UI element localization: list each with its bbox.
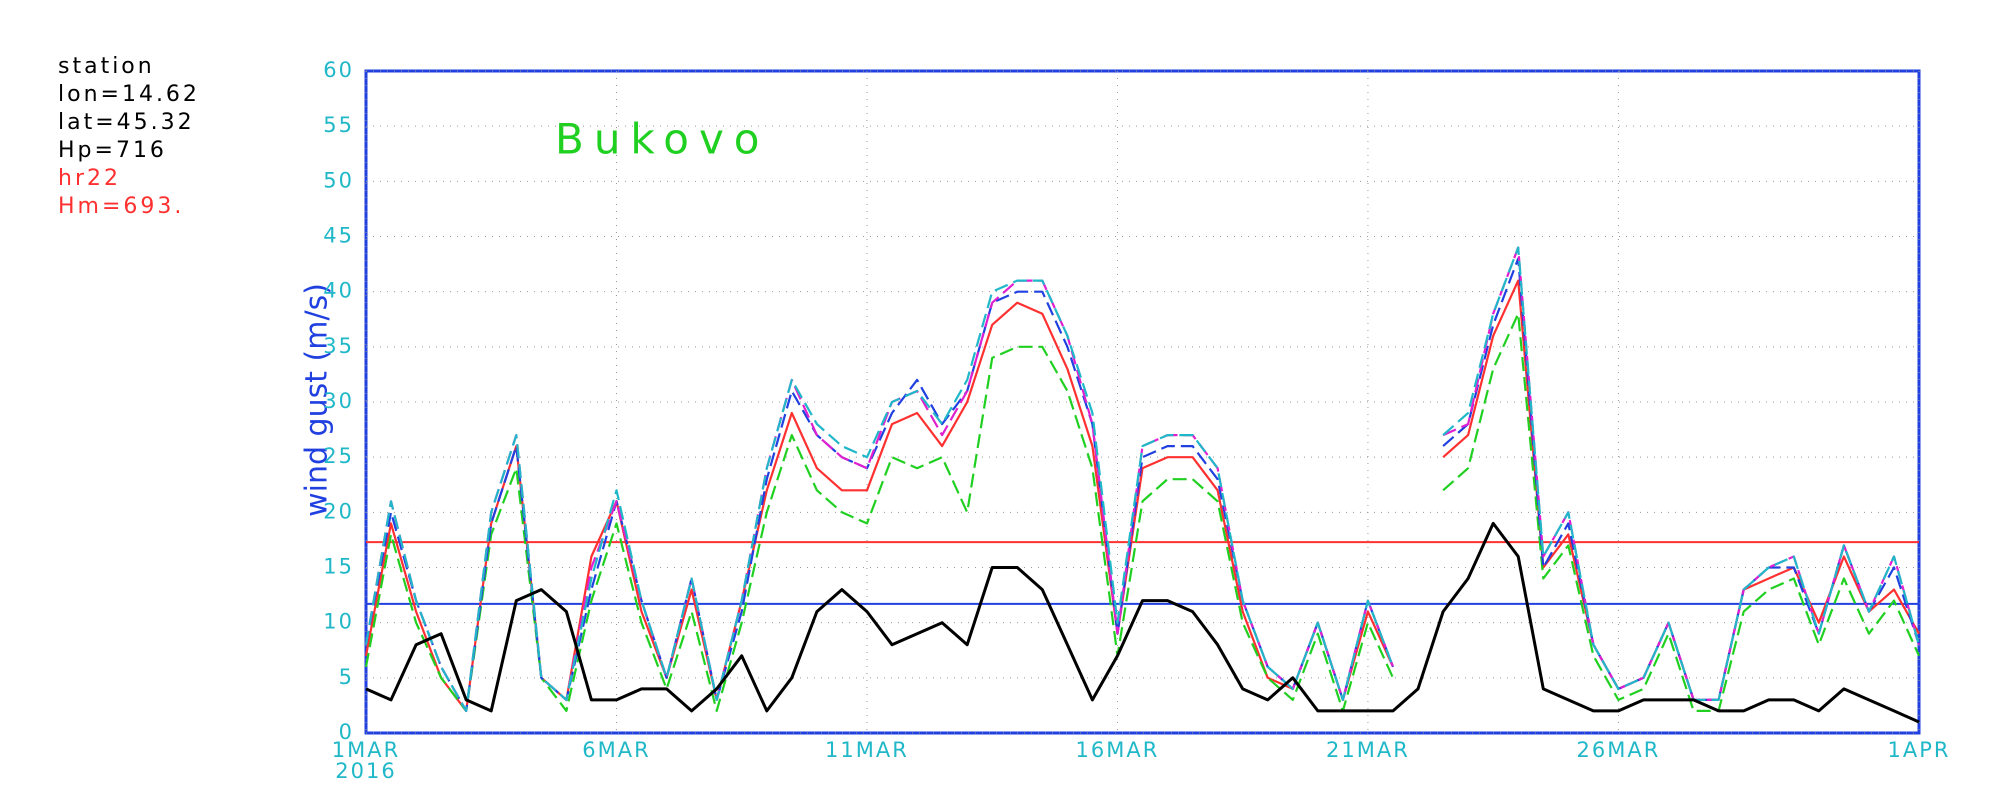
station-info: Hp=716 (58, 138, 167, 163)
series-line (365, 521, 1920, 724)
series-line (364, 257, 1921, 712)
x-tick-label: 21MAR (1326, 738, 1410, 762)
x-tick-label: 11MAR (825, 738, 909, 762)
chart-title: Bukovo (555, 115, 770, 164)
x-year-label: 2016 (335, 759, 396, 783)
station-info: hr22 (58, 166, 121, 191)
y-tick-label: 0 (339, 720, 354, 744)
y-tick-label: 45 (323, 224, 354, 248)
y-tick-label: 60 (323, 58, 354, 82)
y-axis-label: wind gust (m/s) (300, 283, 335, 517)
y-tick-label: 50 (323, 168, 354, 192)
y-tick-label: 20 (323, 499, 354, 523)
y-tick-label: 25 (323, 444, 354, 468)
series-line (364, 312, 1921, 712)
plot-frame (364, 69, 1921, 735)
y-tick-label: 10 (323, 610, 354, 634)
y-tick-label: 40 (323, 279, 354, 303)
y-tick-label: 30 (323, 389, 354, 413)
y-tick-label: 55 (323, 113, 354, 137)
y-tick-label: 15 (323, 555, 354, 579)
series-line (364, 246, 1921, 712)
station-info: lat=45.32 (58, 110, 195, 135)
station-info: station (58, 54, 155, 79)
station-info: Hm=693. (58, 194, 184, 219)
x-tick-label: 1APR (1888, 738, 1951, 762)
x-tick-label: 6MAR (582, 738, 650, 762)
y-tick-label: 35 (323, 334, 354, 358)
series-line (364, 279, 1920, 712)
x-tick-label: 26MAR (1577, 738, 1661, 762)
y-tick-label: 5 (339, 665, 354, 689)
x-tick-label: 1MAR (332, 738, 400, 762)
x-tick-label: 16MAR (1076, 738, 1160, 762)
series-line (364, 246, 1921, 712)
station-info: lon=14.62 (58, 82, 200, 107)
